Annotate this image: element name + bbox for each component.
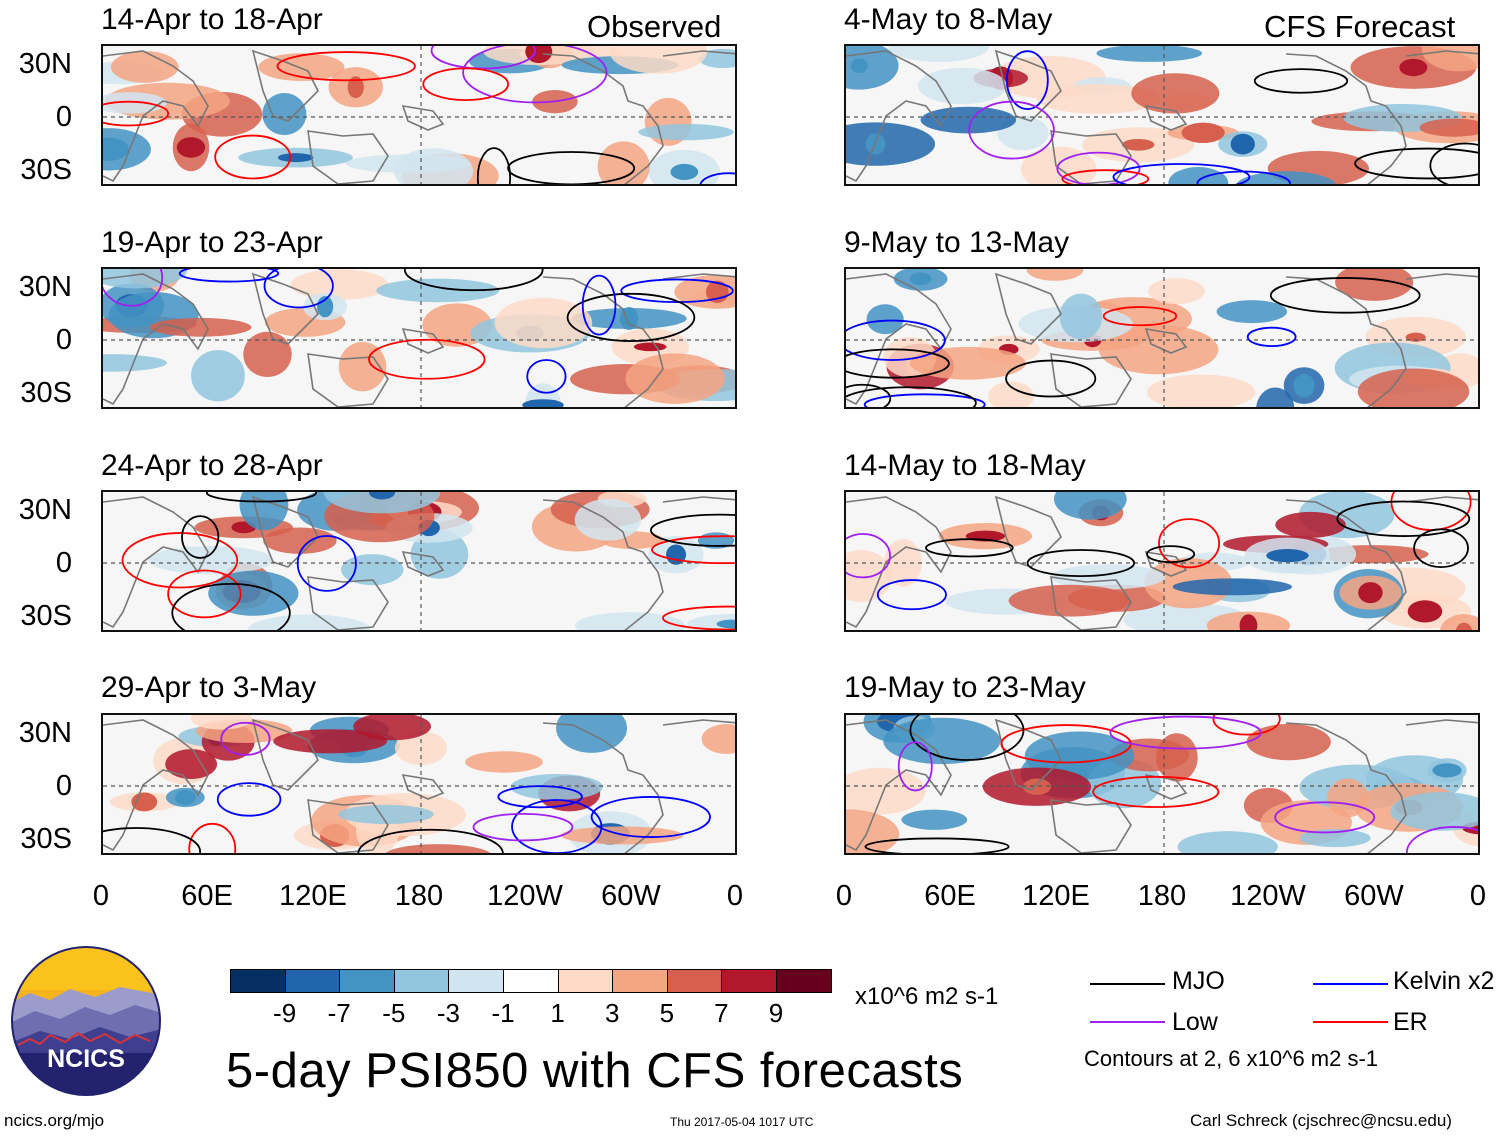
lon-label: 0 [1469,880,1487,912]
colorbar-units: x10^6 m2 s-1 [855,983,999,1010]
panel-title: 19-Apr to 23-Apr [101,226,323,259]
lat-label: 0 [55,324,72,356]
lon-label: 0 [726,880,744,912]
author-credit: Carl Schreck (cjschrec@ncsu.edu) [1190,1111,1452,1130]
lon-label: 60W [601,880,661,912]
lon-label: 120E [1022,880,1090,912]
map-panel-observed-2 [101,267,737,409]
map-panel-observed-4 [101,713,737,855]
legend-label-kelvin: Kelvin x2 [1393,967,1495,995]
map-field [103,715,735,853]
lon-label: 120W [1230,880,1306,912]
map-field [846,715,1478,853]
lat-label: 30S [20,600,72,632]
colorbar-tick: 5 [659,998,675,1028]
colorbar-tick: 1 [550,998,565,1028]
legend-line-kelvin [1313,983,1388,985]
panel-title: 14-May to 18-May [844,449,1086,482]
colorbar-tick: -3 [436,998,460,1028]
lat-label: 30N [18,717,72,749]
colorbar-tick: 3 [604,998,620,1028]
panel-title: 19-May to 23-May [844,671,1086,704]
legend-line-er [1313,1021,1388,1023]
legend-label-er: ER [1393,1008,1428,1036]
lon-label: 60E [924,880,976,912]
colorbar-tick: -5 [382,998,406,1028]
map-field [846,46,1478,184]
colorbar-swatch [503,969,559,993]
lat-label: 30N [18,494,72,526]
lat-label: 0 [55,101,72,133]
colorbar-tick: -9 [273,998,297,1028]
lon-label: 60W [1344,880,1404,912]
lat-label: 0 [55,770,72,802]
map-field [103,492,735,630]
colorbar-tick: -1 [491,998,515,1028]
lon-label: 60E [181,880,233,912]
panel-title: 29-Apr to 3-May [101,671,317,704]
lon-label: 120E [279,880,347,912]
colorbar-swatch [448,969,504,993]
legend-line-low [1090,1021,1165,1023]
lon-label: 0 [835,880,853,912]
colorbar-tick: 7 [714,998,729,1028]
colorbar-swatch [557,969,614,993]
legend-label-low: Low [1172,1008,1218,1036]
lat-label: 30N [18,48,72,80]
lat-label: 30S [20,377,72,409]
colorbar-tick: -7 [327,998,351,1028]
colorbar-swatch [666,969,723,993]
figure-title: 5-day PSI850 with CFS forecasts [226,1044,964,1098]
colorbar-swatch [776,969,832,993]
colorbar-swatch [339,969,395,993]
lat-label: 30N [18,271,72,303]
map-panel-forecast-3 [844,490,1480,632]
lon-label: 120W [487,880,563,912]
map-panel-observed-3 [101,490,737,632]
contour-note: Contours at 2, 6 x10^6 m2 s-1 [1084,1046,1379,1071]
website-link[interactable]: ncics.org/mjo [4,1111,105,1130]
lon-label: 0 [92,880,110,912]
lat-label: 0 [55,547,72,579]
observed-label: Observed [587,9,722,44]
map-field [103,269,735,407]
map-field [103,46,735,184]
panel-title: 9-May to 13-May [844,226,1070,259]
panel-title: 24-Apr to 28-Apr [101,449,323,482]
map-field [846,492,1478,630]
legend-label-mjo: MJO [1172,967,1225,995]
map-field [846,269,1478,407]
map-panel-forecast-1 [844,44,1480,186]
panel-title: 14-Apr to 18-Apr [101,3,323,36]
panel-title: 4-May to 8-May [844,3,1053,36]
colorbar-swatch [230,969,286,993]
map-panel-forecast-2 [844,267,1480,409]
colorbar-swatch [393,969,450,993]
lon-label: 180 [394,880,444,912]
timestamp: Thu 2017-05-04 1017 UTC [670,1115,814,1129]
colorbar-swatch [612,969,668,993]
ncics-logo: NCICS [10,945,162,1097]
colorbar-swatch [284,969,341,993]
map-panel-observed-1 [101,44,737,186]
colorbar-swatch [721,969,777,993]
map-panel-forecast-4 [844,713,1480,855]
forecast-label: CFS Forecast [1264,9,1456,44]
legend-line-mjo [1090,983,1165,985]
lon-label: 180 [1137,880,1187,912]
lat-label: 30S [20,823,72,855]
lat-label: 30S [20,154,72,186]
logo-text: NCICS [47,1045,125,1073]
colorbar-tick: 9 [768,998,784,1028]
